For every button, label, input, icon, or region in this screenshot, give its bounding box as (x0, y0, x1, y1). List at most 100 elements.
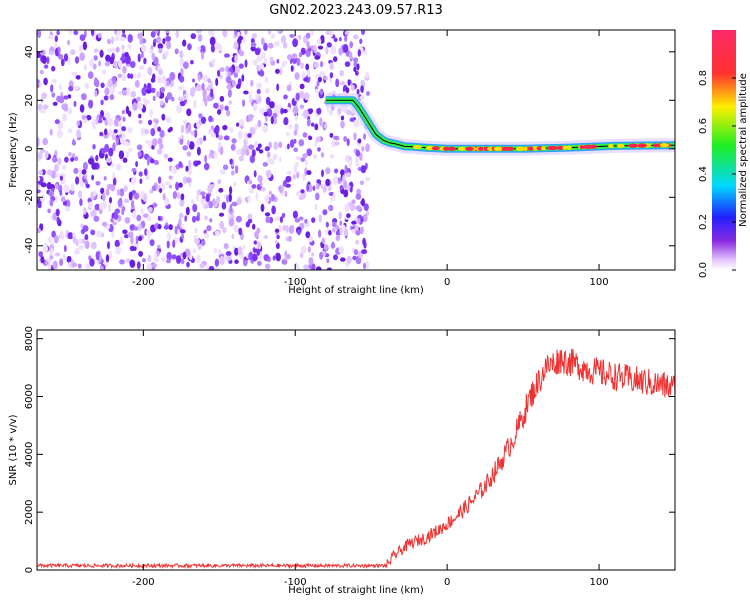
noise-dot (95, 251, 100, 260)
noise-dot (251, 149, 256, 158)
noise-dot (263, 42, 268, 52)
noise-dot (132, 246, 137, 251)
noise-dot (219, 67, 225, 72)
noise-dot (333, 135, 339, 140)
noise-dot (178, 161, 183, 168)
colorbar-tick-label: 0.8 (698, 70, 709, 86)
noise-dot (79, 52, 85, 61)
noise-dot (330, 46, 337, 55)
noise-dot (300, 62, 304, 70)
noise-dot (251, 184, 257, 189)
noise-dot (186, 151, 192, 157)
noise-dot (205, 194, 210, 203)
noise-dot (129, 259, 136, 268)
noise-dot (228, 193, 232, 203)
noise-dot (351, 199, 356, 204)
noise-dot (316, 80, 320, 87)
noise-dot (196, 254, 201, 264)
noise-dot (298, 139, 305, 147)
track-hotspot (447, 146, 456, 151)
noise-dot (191, 215, 197, 223)
noise-dot (204, 232, 210, 239)
noise-dot (294, 123, 299, 132)
noise-dot (125, 258, 131, 263)
noise-dot (99, 49, 104, 58)
noise-dot (200, 116, 207, 125)
noise-dot (186, 261, 190, 268)
noise-dot (159, 129, 165, 138)
noise-dot (215, 77, 219, 87)
noise-dot (54, 252, 61, 257)
noise-dot (293, 130, 298, 136)
noise-dot (226, 255, 232, 261)
noise-dot (316, 179, 322, 184)
noise-dot (113, 129, 118, 134)
noise-dot (87, 71, 94, 79)
noise-dot (48, 190, 54, 198)
noise-dot (264, 88, 270, 94)
noise-dot (122, 157, 128, 163)
noise-dot (196, 83, 202, 92)
noise-dot (345, 155, 349, 163)
noise-dot (44, 150, 49, 159)
noise-dot (349, 41, 354, 49)
noise-dot (286, 132, 290, 137)
noise-dot (268, 141, 272, 149)
noise-dot (275, 68, 280, 74)
noise-dot (365, 176, 371, 182)
noise-dot (323, 244, 329, 251)
noise-dot (75, 176, 80, 185)
noise-dot (64, 206, 71, 212)
noise-dot (63, 95, 69, 100)
noise-dot (257, 120, 262, 128)
noise-dot (79, 198, 83, 207)
noise-dot (244, 59, 248, 68)
noise-dot (146, 82, 152, 91)
noise-dot (287, 143, 290, 150)
noise-dot (248, 144, 255, 150)
noise-dot (93, 190, 97, 197)
noise-dot (213, 247, 218, 254)
noise-dot (128, 191, 133, 201)
noise-dot (99, 114, 102, 124)
noise-dot (60, 58, 65, 67)
noise-dot (127, 43, 132, 49)
noise-dot (293, 138, 297, 144)
noise-dot (256, 241, 262, 251)
spectrogram-ytick-label: 40 (24, 45, 35, 58)
noise-dot (269, 216, 274, 224)
noise-dot (224, 53, 230, 58)
noise-dot (214, 267, 221, 270)
noise-dot (124, 51, 129, 58)
noise-dot (73, 85, 79, 90)
noise-dot (228, 100, 233, 105)
noise-dot (135, 161, 139, 168)
noise-dot (56, 129, 63, 138)
track-hotspot (547, 146, 556, 150)
noise-dot (131, 168, 137, 172)
noise-dot (175, 30, 179, 39)
track-hotspot (478, 146, 484, 151)
noise-dot (316, 181, 320, 190)
noise-dot (84, 234, 89, 241)
noise-dot (260, 187, 266, 192)
noise-dot (212, 58, 216, 65)
noise-dot (299, 252, 304, 259)
noise-dot (67, 232, 74, 240)
noise-dot (64, 156, 69, 163)
spectrogram-xtick-label: -200 (132, 277, 155, 288)
noise-dot (238, 155, 245, 162)
noise-dot (177, 96, 184, 102)
noise-dot (165, 35, 172, 42)
noise-dot (190, 199, 195, 205)
noise-dot (166, 251, 172, 261)
noise-dot (119, 188, 125, 197)
noise-dot (359, 180, 365, 186)
noise-dot (306, 183, 310, 192)
noise-dot (197, 74, 201, 82)
noise-dot (148, 119, 152, 126)
noise-dot (270, 193, 275, 202)
noise-dot (164, 180, 171, 186)
